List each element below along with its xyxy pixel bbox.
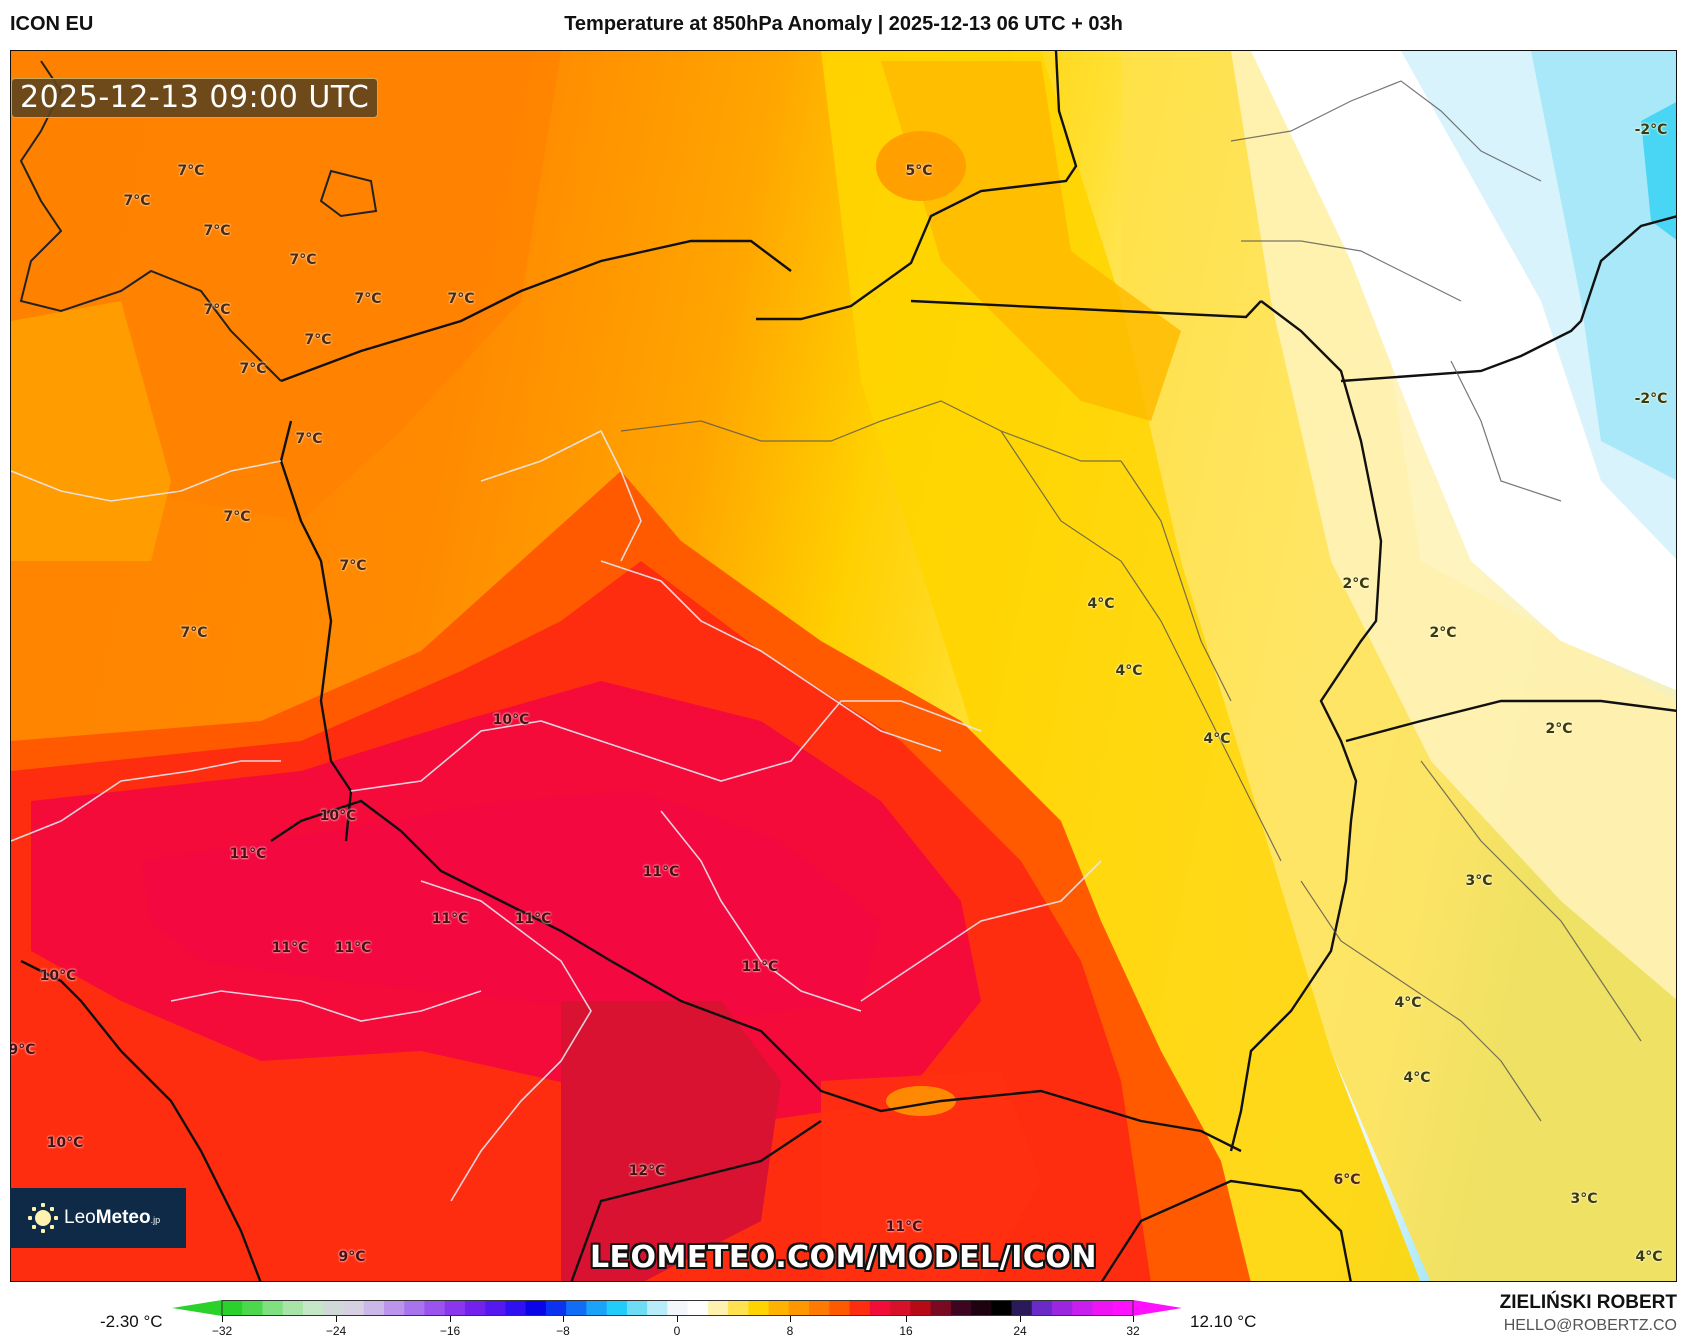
isotherm-label: 7°C — [354, 291, 382, 307]
isotherm-label: 11°C — [741, 959, 779, 975]
isotherm-label: -2°C — [1634, 391, 1668, 407]
isotherm-label: 7°C — [203, 302, 231, 318]
isotherm-label: 7°C — [180, 625, 208, 641]
isotherm-label: 10°C — [39, 968, 77, 984]
isotherm-label: 7°C — [239, 361, 267, 377]
colorbar — [172, 1300, 1182, 1316]
isotherm-label: 7°C — [289, 252, 317, 268]
colorbar-tick — [677, 1316, 678, 1322]
colorbar-tick — [906, 1316, 907, 1322]
colorbar-tick — [1020, 1316, 1021, 1322]
isotherm-label: 10°C — [46, 1135, 84, 1151]
sun-icon — [28, 1203, 58, 1233]
valid-time-badge: 2025-12-13 09:00 UTC — [11, 78, 379, 118]
isotherm-label: 9°C — [338, 1249, 366, 1265]
isotherm-label: 11°C — [229, 846, 267, 862]
isotherm-label: 7°C — [304, 332, 332, 348]
leometeo-logo[interactable]: LeoMeteo.jp — [10, 1188, 186, 1248]
colorbar-tick-label: 24 — [1013, 1324, 1027, 1338]
colorbar-tick — [563, 1316, 564, 1322]
colorbar-min-label: -2.30 °C — [100, 1312, 163, 1331]
isotherm-label: 4°C — [1635, 1249, 1663, 1265]
isotherm-label: 3°C — [1465, 873, 1493, 889]
isotherm-label: 4°C — [1394, 995, 1422, 1011]
isotherm-label: 7°C — [447, 291, 475, 307]
admin-borders — [620, 80, 1642, 1122]
colorbar-tick-label: 32 — [1126, 1324, 1140, 1338]
isotherm-label: 10°C — [492, 712, 530, 728]
colorbar-tick-label: −16 — [439, 1324, 461, 1338]
coastlines — [19, 60, 378, 382]
isotherm-label: 2°C — [1342, 576, 1370, 592]
isotherm-label: 6°C — [1333, 1172, 1361, 1188]
colorbar-tick-label: −32 — [211, 1324, 233, 1338]
isotherm-label: 2°C — [1545, 721, 1573, 737]
colorbar-tick-label: −8 — [556, 1324, 570, 1338]
isotherm-label: 7°C — [123, 193, 151, 209]
author-email[interactable]: HELLO@ROBERTZ.CO — [1503, 1317, 1677, 1334]
isotherm-label: 11°C — [271, 940, 309, 956]
isotherm-label: 12°C — [628, 1163, 666, 1179]
isotherm-label: 7°C — [339, 558, 367, 574]
isotherm-label: 4°C — [1087, 596, 1115, 612]
isotherm-label: 3°C — [1570, 1191, 1598, 1207]
colorbar-tick — [222, 1316, 223, 1322]
colorbar-tick — [450, 1316, 451, 1322]
model-name: ICON EU — [10, 13, 94, 35]
isotherm-label: 7°C — [223, 509, 251, 525]
isotherm-label: 5°C — [905, 163, 933, 179]
region-borders — [11, 429, 1102, 1202]
isotherm-label: 7°C — [177, 163, 205, 179]
isotherm-label: -2°C — [1634, 122, 1668, 138]
isotherm-label: 11°C — [431, 911, 469, 927]
isotherm-label: 11°C — [642, 864, 680, 880]
colorbar-right-arrow — [1133, 1300, 1182, 1316]
isotherm-label: 2°C — [1429, 625, 1457, 641]
colorbar-tick — [336, 1316, 337, 1322]
colorbar-tick-label: 0 — [673, 1324, 681, 1338]
isotherm-label: 11°C — [334, 940, 372, 956]
isotherm-label: 4°C — [1203, 731, 1231, 747]
author-credit: ZIELIŃSKI ROBERT HELLO@ROBERTZ.CO — [1500, 1292, 1677, 1335]
isotherm-label: 11°C — [514, 911, 552, 927]
isotherm-label: 11°C — [885, 1219, 923, 1235]
map-field — [11, 51, 1676, 1281]
source-watermark: LEOMETEO.COM/MODEL/ICON — [589, 1240, 1098, 1275]
isotherm-label: 4°C — [1403, 1070, 1431, 1086]
isotherm-label: 4°C — [1115, 663, 1143, 679]
colorbar-tick-label: 16 — [899, 1324, 913, 1338]
logo-text: LeoMeteo.jp — [64, 1207, 161, 1228]
author-name: ZIELIŃSKI ROBERT — [1499, 1292, 1677, 1313]
colorbar-left-arrow — [172, 1300, 222, 1316]
isotherm-label: 9°C — [10, 1042, 36, 1058]
temperature-anomaly-map[interactable]: 2025-12-13 09:00 UTC 7°C 7°C 7°C 7°C 7°C 7°C 7… — [10, 50, 1677, 1282]
colorbar-max-label: 12.10 °C — [1190, 1312, 1257, 1331]
isotherm-label: 7°C — [203, 223, 231, 239]
country-borders — [20, 51, 1676, 1281]
colorbar-ticks: −32 −24 −16 −8 0 8 16 24 32 — [0, 1316, 1687, 1338]
chart-title: Temperature at 850hPa Anomaly | 2025-12-… — [564, 13, 1123, 35]
isotherm-label: 10°C — [319, 808, 357, 824]
colorbar-tick — [790, 1316, 791, 1322]
colorbar-tick-label: −24 — [325, 1324, 347, 1338]
colorbar-tick-label: 8 — [786, 1324, 794, 1338]
colorbar-tick — [1133, 1316, 1134, 1322]
isotherm-label: 7°C — [295, 431, 323, 447]
